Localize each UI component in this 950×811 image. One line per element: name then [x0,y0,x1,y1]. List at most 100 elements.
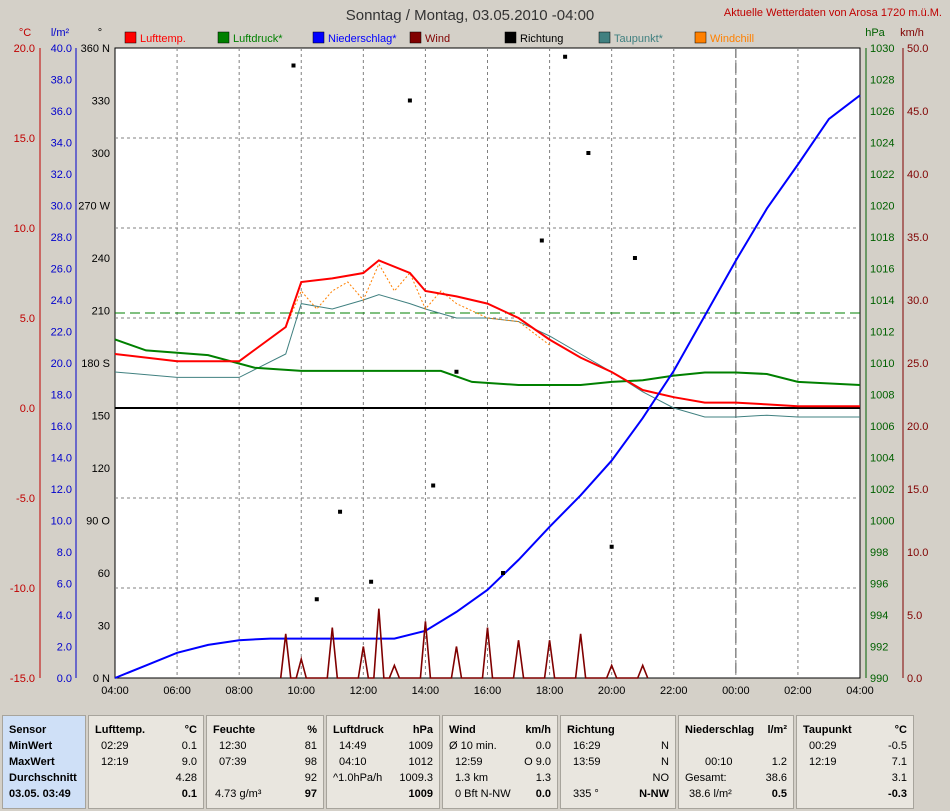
pressure-tick-label: 1026 [870,106,894,118]
legend-swatch [217,31,230,44]
taupunkt-max-time: 12:19 [809,756,837,768]
wind-avg-value: 1.3 [535,772,551,784]
richtung-current-value: N-NW [639,788,669,800]
richtung-point [431,483,436,488]
series-lufttemp [114,259,860,408]
stats-table: Sensor MinWert MaxWert Durchschnitt 03.0… [0,712,950,811]
rain-tick-label: 16.0 [51,421,72,433]
series-windchill [285,262,550,346]
time-tick-label: 00:00 [722,685,750,697]
col-unit-niederschlag: l/m² [767,724,787,736]
col-unit-luftdruck: hPa [412,724,433,736]
time-tick-label: 06:00 [163,685,191,697]
pressure-tick-label: 998 [870,547,888,559]
row-label-current: 03.05. 03:49 [9,788,71,800]
richtung-point [338,509,343,514]
direction-tick-label: 120 [92,463,110,475]
wind-min-value: 0.0 [535,740,551,752]
direction-tick-label: 330 [92,96,110,108]
rain-tick-label: 0.0 [57,673,72,685]
col-title-niederschlag: Niederschlag [685,724,755,736]
richtung-min-value: N [661,740,669,752]
temp-tick-label: -15.0 [10,673,35,685]
pressure-tick-label: 1030 [870,43,894,55]
wind-tick-label: 25.0 [907,358,928,370]
temp-tick-label: 5.0 [20,313,35,325]
time-tick-label: 10:00 [287,685,315,697]
temp-tick-label: 10.0 [14,223,35,235]
lufttemp-max-time: 12:19 [101,756,129,768]
time-tick-label: 04:00 [101,685,129,697]
rain-tick-label: 32.0 [51,169,72,181]
pressure-tick-label: 1012 [870,327,894,339]
direction-tick-label: 270 W [78,201,110,213]
legend-label: Lufttemp. [140,33,186,45]
taupunkt-min-time: 00:29 [809,740,837,752]
col-unit-lufttemp: °C [184,724,197,736]
rain-tick-label: 26.0 [51,264,72,276]
grid-lines [115,48,860,678]
col-unit-feuchte: % [307,724,317,736]
stats-col-lufttemp: Lufttemp. °C 02:29 0.1 12:19 9.0 4.28 0.… [88,715,204,809]
rain-tick-label: 10.0 [51,516,72,528]
pressure-tick-label: 1014 [870,295,894,307]
col-title-wind: Wind [449,724,476,736]
legend-label: Luftdruck* [233,33,283,45]
richtung-point [563,54,568,59]
time-tick-label: 18:00 [536,685,564,697]
rain-tick-label: 8.0 [57,547,72,559]
time-tick-label: 22:00 [660,685,688,697]
legend-label: Wind [425,33,450,45]
temp-tick-label: 20.0 [14,43,35,55]
lufttemp-min-time: 02:29 [101,740,129,752]
direction-tick-label: 360 N [81,43,110,55]
row-label-max: MaxWert [9,756,55,768]
wind-tick-label: 15.0 [907,484,928,496]
time-tick-label: 12:00 [350,685,378,697]
time-tick-label: 16:00 [474,685,502,697]
col-title-richtung: Richtung [567,724,615,736]
time-tick-label: 14:00 [412,685,440,697]
stats-col-feuchte: Feuchte % 12:30 81 07:39 98 92 4.73 g/m³… [206,715,324,809]
rain-tick-label: 22.0 [51,327,72,339]
wind-tick-label: 5.0 [907,610,922,622]
wind-beaufort: 0 Bft N-NW [455,788,511,800]
time-tick-label: 04:00 [846,685,874,697]
temp-unit-label: °C [19,27,31,39]
pressure-tick-label: 1020 [870,201,894,213]
rain-tick-label: 2.0 [57,642,72,654]
rain-tick-label: 18.0 [51,390,72,402]
col-title-lufttemp: Lufttemp. [95,724,146,736]
stats-col-richtung: Richtung 16:29 N 13:59 N NO 335 ° N-NW [560,715,676,809]
legend-swatch [124,31,137,44]
col-unit-wind: km/h [525,724,551,736]
legend-swatch [312,31,325,44]
legend-label: Niederschlag* [328,33,397,45]
rain-tick-label: 40.0 [51,43,72,55]
pressure-tick-label: 1024 [870,138,894,150]
legend-label: Richtung [520,33,563,45]
legend-swatch [694,31,707,44]
stats-col-sensor: Sensor MinWert MaxWert Durchschnitt 03.0… [2,715,86,809]
wind-run: 1.3 km [455,772,489,784]
pressure-tick-label: 996 [870,579,888,591]
series-taupunkt [114,294,860,418]
richtung-point [291,63,296,68]
pressure-unit-label: hPa [865,27,885,39]
taupunkt-min-value: -0.5 [888,740,907,752]
legend: Lufttemp. Luftdruck* Niederschlag* Wind Rich… [124,31,754,45]
richtung-point [586,151,591,155]
pressure-tick-label: 1028 [870,75,894,87]
col-title-sensor: Sensor [9,724,47,736]
direction-tick-label: 150 [92,411,110,423]
weather-chart: 20.0 15.0 10.0 5.0 0.0 -5.0 -10.0 -15.0 40.0 38.… [9,7,942,697]
pressure-tick-label: 1004 [870,453,894,465]
time-tick-label: 02:00 [784,685,812,697]
direction-tick-label: 0 N [93,673,110,685]
rain-tick-label: 14.0 [51,453,72,465]
rain-tick-label: 12.0 [51,484,72,496]
pressure-tick-label: 990 [870,673,888,685]
luftdruck-avg-value: 1009.3 [399,772,433,784]
wind-current-value: 0.0 [535,788,551,800]
taupunkt-current-value: -0.3 [888,788,907,800]
